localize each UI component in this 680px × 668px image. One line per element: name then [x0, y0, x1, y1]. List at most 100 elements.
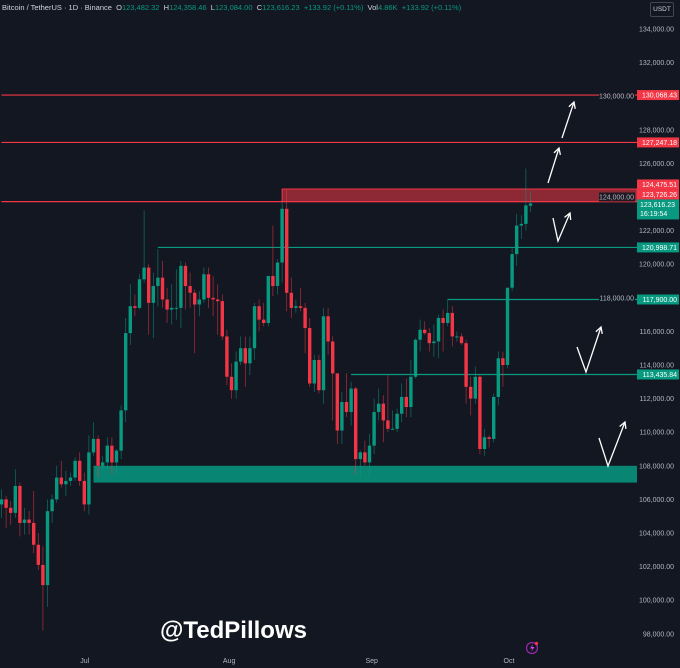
legend-header: Bitcoin / TetherUS · 1D · Binance O123,4…	[2, 3, 461, 12]
annotation-arrow	[598, 420, 627, 468]
candle-body	[243, 348, 247, 364]
y-tick-bg	[599, 192, 635, 202]
candle	[128, 284, 132, 345]
candle-body	[142, 267, 146, 280]
arrow-line	[576, 326, 602, 374]
candle-body	[124, 333, 128, 411]
candle	[441, 309, 445, 352]
annotation-arrow	[576, 325, 603, 374]
arrow-line	[598, 421, 626, 468]
candle-body	[165, 299, 169, 310]
candle	[41, 546, 45, 631]
candle-body	[459, 336, 464, 344]
candle	[377, 388, 381, 421]
currency-button[interactable]: USDT	[650, 2, 674, 17]
open-value: 123,482.32	[121, 3, 160, 12]
candle	[170, 284, 174, 325]
price-tag-text: 117,900.00	[642, 297, 677, 304]
candle	[446, 299, 450, 327]
candle	[326, 307, 330, 355]
candle	[18, 482, 22, 537]
candle-body	[395, 413, 399, 429]
candle	[36, 533, 40, 570]
low-value: 123,084.00	[214, 3, 253, 12]
resistance-price-tag: 127,247.18	[637, 137, 679, 148]
candle	[459, 333, 464, 345]
candle-body	[418, 329, 422, 340]
candle-body	[358, 452, 362, 460]
candle-body	[363, 452, 367, 463]
candle-body	[110, 445, 114, 463]
watermark: @TedPillows	[160, 617, 307, 644]
candle	[344, 373, 349, 418]
candle-body	[170, 307, 174, 310]
candle-body	[427, 333, 431, 344]
y-tick-label: 106,000.00	[639, 497, 674, 504]
candle-body	[505, 287, 510, 365]
candle-body	[41, 564, 45, 586]
close-value: 123,616.23	[262, 3, 300, 12]
candle	[142, 210, 146, 283]
candle	[367, 433, 372, 478]
candle-body	[354, 388, 358, 460]
candle	[32, 491, 36, 554]
candle-body	[372, 412, 376, 446]
candle-body	[331, 341, 335, 374]
candle-body	[455, 336, 459, 338]
candle	[22, 507, 27, 535]
candle	[73, 457, 77, 481]
support-price-tag: 113,435.84	[637, 369, 679, 380]
candle-body	[179, 265, 183, 308]
candle-body	[340, 401, 344, 431]
candle-body	[423, 329, 427, 334]
candle	[354, 386, 358, 475]
candle	[96, 435, 100, 478]
candle-body	[114, 450, 119, 463]
change-value: +133.92 (+0.11%)	[303, 3, 364, 12]
candle-body	[0, 499, 4, 505]
candle	[114, 449, 119, 475]
candle-body	[202, 274, 206, 300]
y-tick-label-shifted: 130,000.00	[599, 91, 635, 101]
candle	[423, 321, 427, 335]
candle-body	[501, 358, 505, 365]
candle	[133, 294, 137, 317]
candle-body	[478, 376, 482, 449]
candle	[381, 395, 385, 443]
arrow-line	[547, 147, 560, 184]
candle-body	[285, 208, 289, 293]
candle-body	[91, 438, 96, 453]
candle	[450, 306, 454, 347]
candle-body	[377, 403, 381, 413]
y-tick-label-shifted: 124,000.00	[599, 192, 635, 202]
candle	[197, 291, 201, 317]
candle-body	[9, 507, 13, 513]
y-tick-label: 114,000.00	[639, 363, 674, 370]
candle-body	[64, 480, 68, 485]
candle-body	[464, 343, 468, 387]
candle	[9, 501, 13, 525]
price-tag-text: 120,998.71	[642, 245, 677, 252]
candle	[243, 336, 247, 387]
candle-body	[22, 519, 27, 523]
symbol-title[interactable]: Bitcoin / TetherUS · 1D · Binance	[2, 3, 112, 12]
candle-body	[73, 460, 77, 478]
candle	[262, 302, 266, 327]
candle-body	[386, 420, 390, 429]
candle	[119, 405, 123, 460]
icon-dot	[534, 641, 539, 646]
candle-body	[344, 401, 349, 413]
price-tag-text: 123,726.26	[642, 192, 677, 199]
candle-body	[262, 319, 266, 323]
candle	[482, 428, 487, 456]
candle-body	[381, 403, 385, 421]
candle-body	[78, 460, 82, 481]
candle	[285, 190, 289, 312]
candle	[478, 375, 482, 455]
candle	[524, 168, 528, 231]
price-tag-bg	[637, 90, 679, 101]
candle-body	[469, 386, 473, 399]
candle-body	[515, 225, 519, 255]
candle	[340, 391, 344, 444]
